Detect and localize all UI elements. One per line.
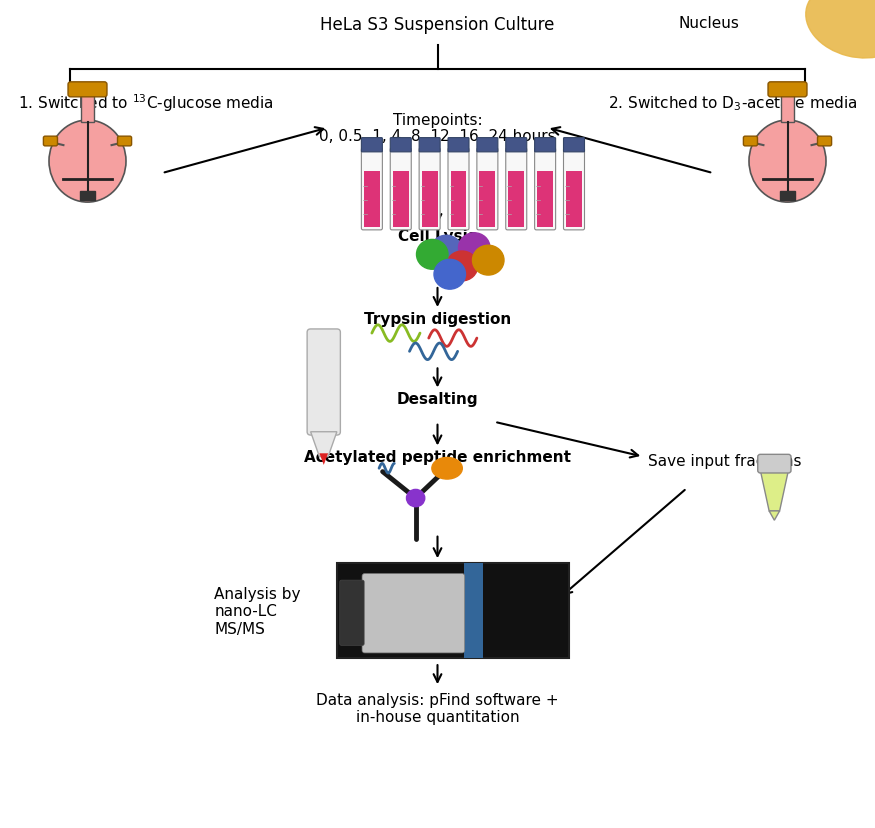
- Circle shape: [407, 490, 424, 507]
- Polygon shape: [311, 432, 337, 457]
- FancyBboxPatch shape: [362, 574, 465, 653]
- Circle shape: [430, 236, 462, 266]
- FancyBboxPatch shape: [506, 149, 527, 230]
- Bar: [566, 171, 582, 229]
- FancyBboxPatch shape: [307, 330, 340, 436]
- FancyBboxPatch shape: [390, 138, 411, 152]
- Polygon shape: [319, 454, 328, 465]
- FancyBboxPatch shape: [535, 138, 556, 152]
- Ellipse shape: [432, 458, 462, 479]
- Bar: [80, 191, 94, 200]
- Text: Timepoints:: Timepoints:: [393, 113, 482, 128]
- Text: Cell Lysis: Cell Lysis: [398, 229, 477, 243]
- FancyBboxPatch shape: [477, 138, 498, 152]
- Circle shape: [446, 252, 478, 282]
- Polygon shape: [760, 471, 788, 511]
- Text: Data analysis: pFind software +
in-house quantitation: Data analysis: pFind software + in-house…: [316, 691, 559, 724]
- Text: Save input fractions: Save input fractions: [648, 454, 801, 469]
- Circle shape: [434, 260, 466, 290]
- FancyBboxPatch shape: [419, 149, 440, 230]
- Bar: [780, 191, 794, 200]
- FancyBboxPatch shape: [68, 83, 107, 98]
- Text: Nucleus: Nucleus: [678, 16, 739, 31]
- FancyBboxPatch shape: [817, 137, 831, 147]
- Polygon shape: [769, 511, 780, 521]
- Circle shape: [458, 233, 490, 263]
- Ellipse shape: [749, 121, 826, 203]
- Bar: [393, 171, 409, 229]
- FancyBboxPatch shape: [758, 455, 791, 474]
- FancyBboxPatch shape: [117, 137, 131, 147]
- FancyBboxPatch shape: [768, 83, 807, 98]
- Circle shape: [473, 246, 504, 276]
- Bar: [537, 171, 553, 229]
- FancyBboxPatch shape: [340, 580, 364, 646]
- Ellipse shape: [49, 121, 126, 203]
- Bar: [422, 171, 438, 229]
- FancyBboxPatch shape: [337, 563, 569, 658]
- Circle shape: [416, 240, 448, 270]
- Text: Trypsin digestion: Trypsin digestion: [364, 311, 511, 326]
- FancyBboxPatch shape: [564, 138, 584, 152]
- FancyBboxPatch shape: [564, 149, 584, 230]
- Text: 0, 0.5, 1, 4, 8, 12, 16, 24 hours: 0, 0.5, 1, 4, 8, 12, 16, 24 hours: [319, 129, 556, 144]
- Text: 2. Switched to D$_3$-acetate media: 2. Switched to D$_3$-acetate media: [608, 94, 858, 113]
- FancyBboxPatch shape: [448, 138, 469, 152]
- FancyBboxPatch shape: [361, 138, 382, 152]
- FancyBboxPatch shape: [44, 137, 58, 147]
- Text: HeLa S3 Suspension Culture: HeLa S3 Suspension Culture: [320, 16, 555, 34]
- Ellipse shape: [806, 0, 875, 59]
- Text: 1. Switched to $^{13}$C-glucose media: 1. Switched to $^{13}$C-glucose media: [18, 93, 273, 114]
- FancyBboxPatch shape: [361, 149, 382, 230]
- Bar: [364, 171, 380, 229]
- Text: Desalting: Desalting: [396, 392, 479, 407]
- FancyBboxPatch shape: [744, 137, 758, 147]
- FancyBboxPatch shape: [448, 149, 469, 230]
- FancyBboxPatch shape: [477, 149, 498, 230]
- FancyBboxPatch shape: [390, 149, 411, 230]
- Bar: [780, 94, 794, 123]
- Text: Analysis by
nano-LC
MS/MS: Analysis by nano-LC MS/MS: [214, 586, 301, 636]
- Text: Acetylated peptide enrichment: Acetylated peptide enrichment: [304, 450, 571, 465]
- FancyBboxPatch shape: [419, 138, 440, 152]
- FancyBboxPatch shape: [535, 149, 556, 230]
- FancyBboxPatch shape: [506, 138, 527, 152]
- Bar: [80, 94, 94, 123]
- Bar: [480, 171, 495, 229]
- Bar: [451, 171, 466, 229]
- Bar: [465, 563, 483, 658]
- Bar: [508, 171, 524, 229]
